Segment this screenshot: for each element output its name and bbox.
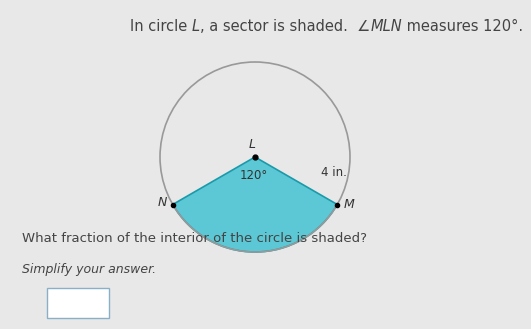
Text: , a sector is shaded.  ∠: , a sector is shaded. ∠ [200,19,370,34]
Text: Simplify your answer.: Simplify your answer. [22,263,156,276]
Text: L: L [192,19,200,34]
Text: M: M [343,198,354,211]
Text: 4 in.: 4 in. [321,166,347,179]
Text: In circle: In circle [130,19,192,34]
FancyBboxPatch shape [47,288,109,318]
Text: N: N [157,196,167,209]
Text: 120°: 120° [240,169,268,182]
Text: measures 120°.: measures 120°. [402,19,523,34]
Wedge shape [173,157,337,252]
Text: What fraction of the interior of the circle is shaded?: What fraction of the interior of the cir… [22,232,367,245]
Text: L: L [249,138,255,151]
Text: MLN: MLN [370,19,402,34]
